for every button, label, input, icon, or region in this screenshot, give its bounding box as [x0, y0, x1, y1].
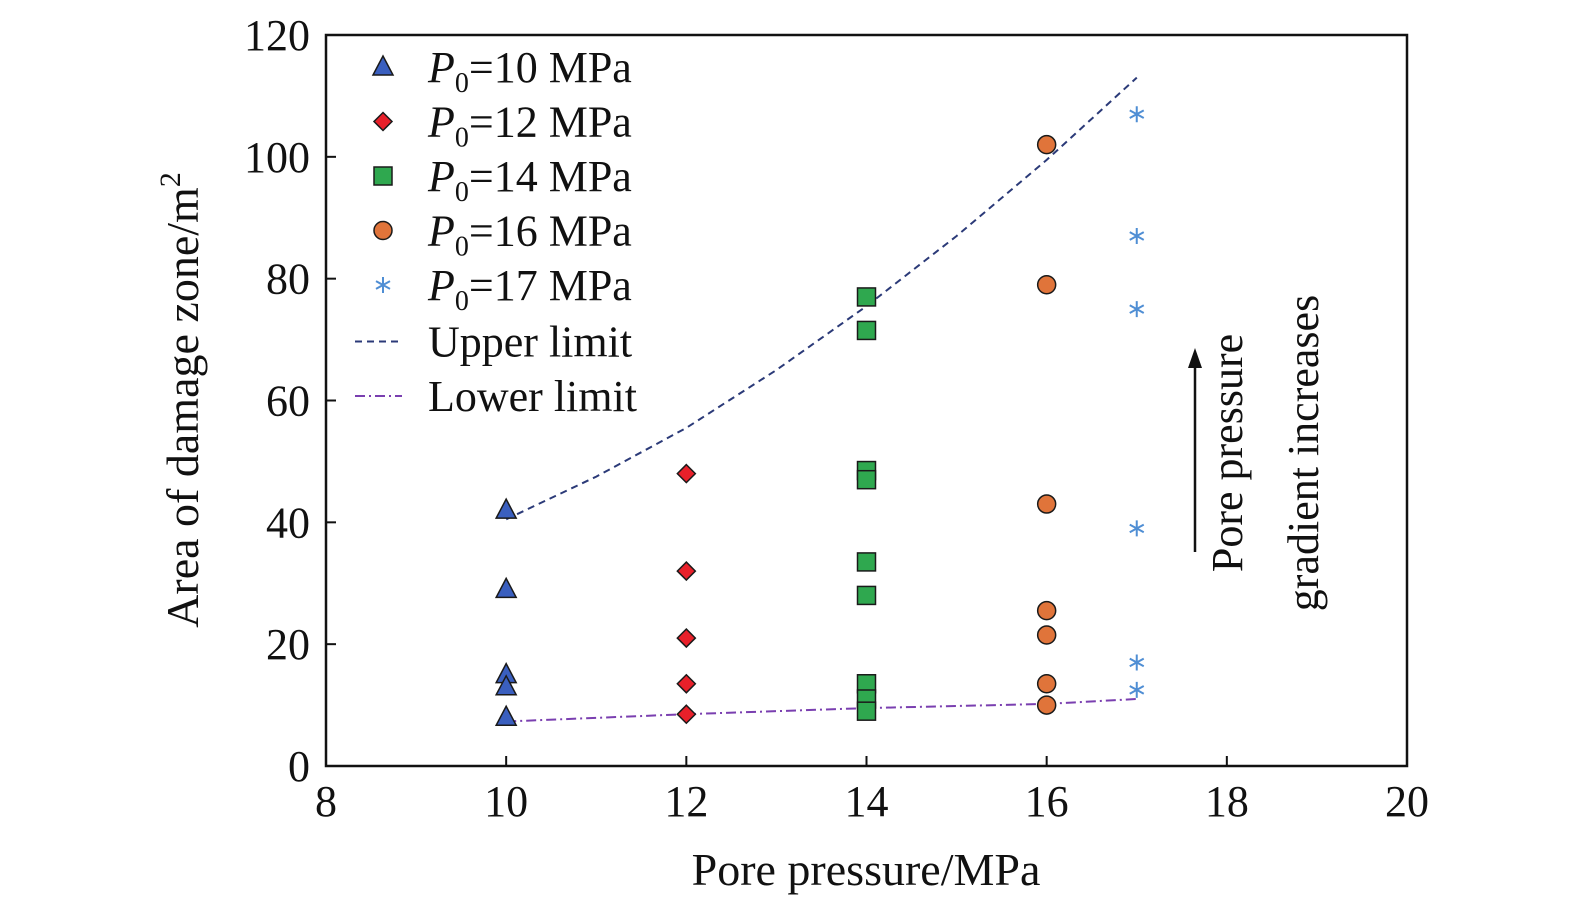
annotation-line-1: Pore pressure: [1203, 334, 1252, 572]
legend-label: P0=10 MPa: [427, 43, 632, 99]
legend-label: P0=12 MPa: [427, 98, 632, 154]
legend-label-value: =10 MPa: [469, 43, 632, 92]
data-point-circle: [1036, 275, 1057, 295]
annotation-line-2: gradient increases: [1279, 295, 1328, 611]
legend-label-variable: P: [427, 261, 455, 310]
legend-label: P0=17 MPa: [427, 261, 632, 317]
legend-label-subscript: 0: [455, 68, 469, 99]
legend-label: P0=14 MPa: [427, 152, 632, 208]
data-point-diamond: [676, 704, 697, 725]
data-point-asterisk: [1129, 654, 1145, 671]
y-tick-label: 20: [266, 620, 310, 669]
annotation: Pore pressure gradient increases: [1188, 295, 1328, 611]
data-point-square: [856, 552, 877, 572]
y-axis-title-superscript: 2: [154, 172, 187, 187]
legend-marker-triangle: [371, 54, 395, 76]
legend-label-subscript: 0: [455, 123, 469, 154]
data-point-circle: [1036, 600, 1057, 621]
data-point-circle: [1036, 674, 1057, 694]
legend-label-subscript: 0: [455, 286, 469, 317]
data-point-circle: [1036, 134, 1057, 155]
data-point-asterisk: [1129, 301, 1145, 318]
legend-marker-diamond: [372, 111, 394, 132]
data-point-square: [856, 701, 877, 721]
legend-label-subscript: 0: [455, 177, 469, 208]
legend-label: Upper limit: [428, 318, 632, 367]
data-point-triangle: [494, 497, 518, 519]
axis-ticks: 8 10 12 14 16 18 20 0 20 40 60 80 100 120: [244, 11, 1429, 826]
x-tick-label: 16: [1025, 777, 1069, 826]
y-tick-label: 120: [244, 11, 310, 60]
legend-label-variable: P: [427, 152, 455, 201]
x-tick-label: 10: [484, 777, 528, 826]
legend-marker-circle: [373, 220, 393, 241]
data-point-square: [856, 469, 877, 490]
legend-label-value: =12 MPa: [469, 98, 632, 147]
data-point-diamond: [676, 673, 697, 694]
x-tick-label: 12: [664, 777, 708, 826]
data-points: [494, 106, 1145, 727]
data-point-square: [856, 585, 877, 606]
legend-label: Lower limit: [428, 372, 637, 421]
legend-label: P0=16 MPa: [427, 207, 632, 263]
x-tick-label: 18: [1205, 777, 1249, 826]
annotation-arrow-head: [1188, 348, 1202, 368]
y-axis-title-main: Area of damage zone/m: [157, 187, 208, 628]
legend-label-variable: P: [427, 98, 455, 147]
y-axis-title: Area of damage zone/m2: [154, 172, 208, 628]
data-point-triangle: [494, 576, 518, 599]
y-tick-label: 40: [266, 498, 310, 547]
data-point-triangle: [494, 674, 518, 696]
x-tick-label: 14: [845, 777, 889, 826]
data-point-circle: [1036, 494, 1057, 514]
legend-label-variable: P: [427, 207, 455, 256]
legend-marker-asterisk: [375, 277, 391, 293]
data-point-square: [856, 320, 877, 341]
data-point-diamond: [676, 628, 697, 649]
x-tick-label: 20: [1385, 777, 1429, 826]
legend-label-subscript: 0: [455, 232, 469, 263]
data-point-asterisk: [1129, 106, 1145, 123]
data-point-diamond: [676, 463, 697, 484]
data-point-triangle: [494, 704, 518, 727]
legend-marker-square: [373, 166, 393, 186]
legend-label-value: =16 MPa: [469, 207, 632, 256]
y-tick-label: 100: [244, 133, 310, 182]
data-point-asterisk: [1129, 520, 1145, 537]
x-tick-label: 8: [315, 777, 337, 826]
x-axis-title: Pore pressure/MPa: [692, 844, 1041, 895]
y-tick-label: 0: [288, 742, 310, 791]
data-point-square: [856, 287, 877, 307]
upper-limit-line: [505, 76, 1138, 521]
legend-label-variable: P: [427, 43, 455, 92]
data-point-circle: [1036, 625, 1057, 645]
legend-label-value: =14 MPa: [469, 152, 632, 201]
y-tick-label: 80: [266, 255, 310, 304]
data-point-asterisk: [1129, 681, 1145, 698]
data-point-diamond: [676, 561, 697, 582]
data-point-asterisk: [1129, 228, 1145, 245]
legend-label-value: =17 MPa: [469, 261, 632, 310]
data-point-circle: [1036, 695, 1057, 715]
y-tick-label: 60: [266, 377, 310, 426]
